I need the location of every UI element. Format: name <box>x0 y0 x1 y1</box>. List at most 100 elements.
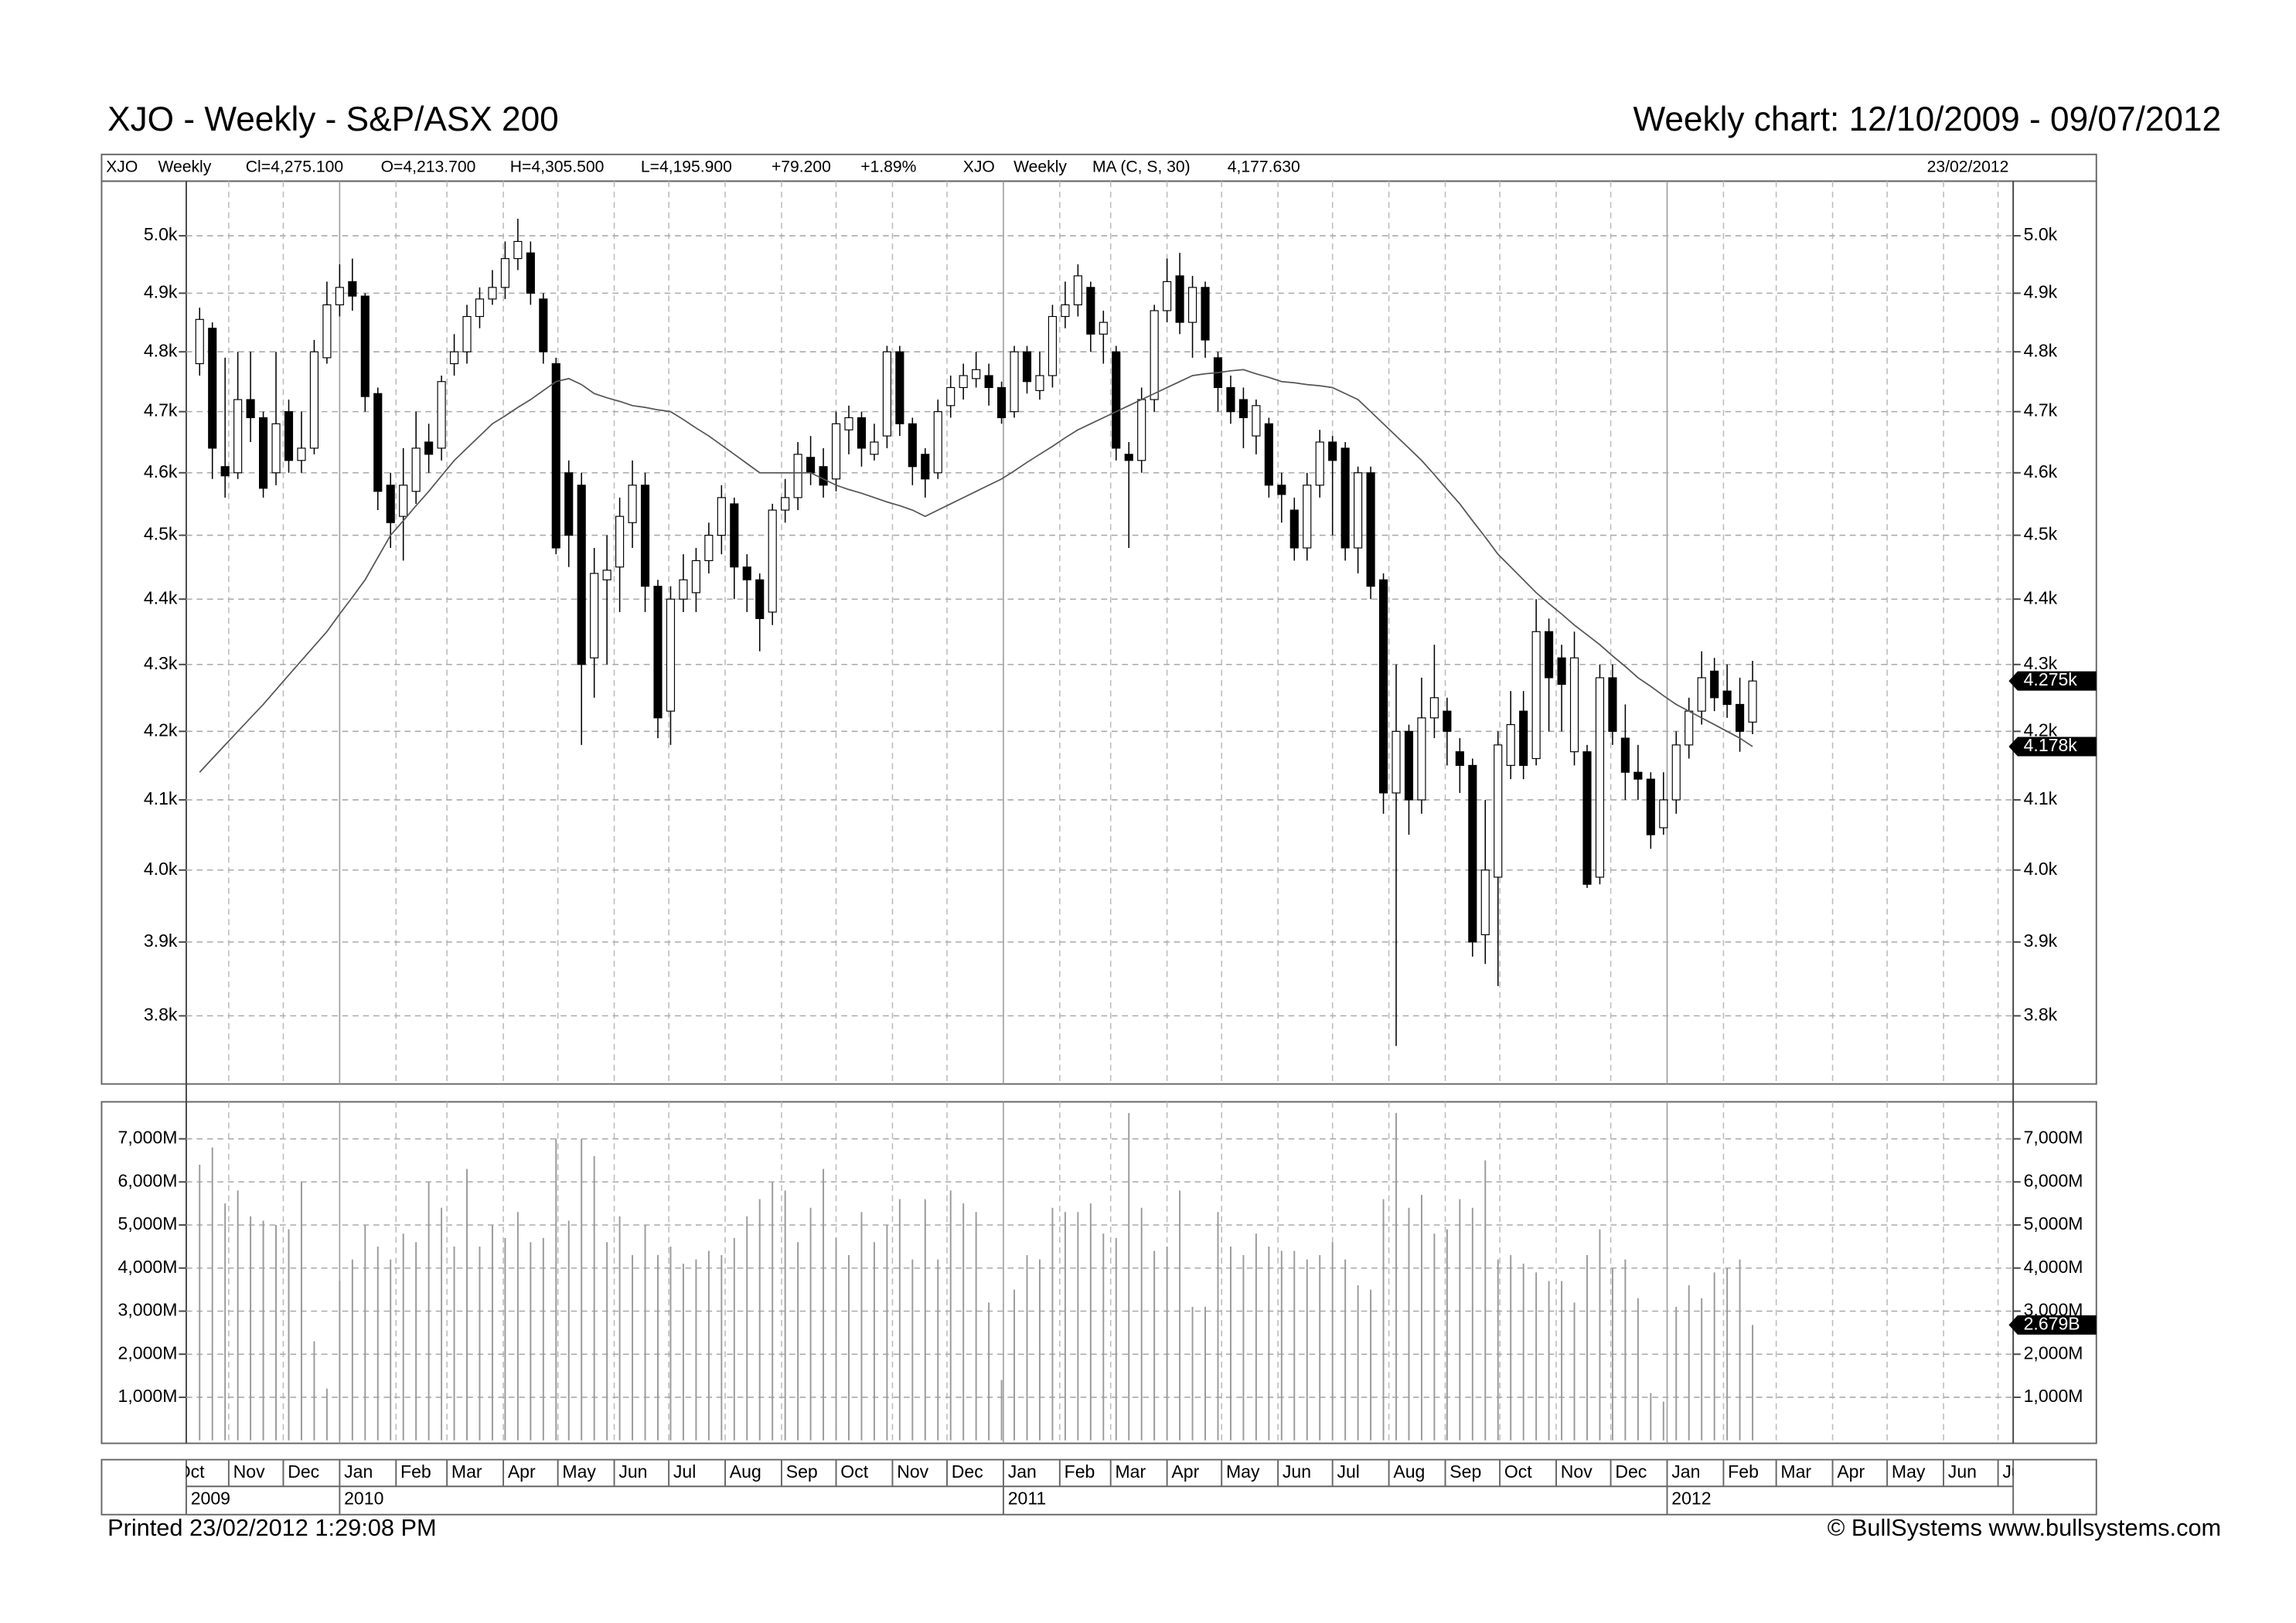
candle-body <box>666 598 676 712</box>
candle-body <box>1671 744 1681 801</box>
y-tick-label: 7,000M <box>2024 1128 2083 1148</box>
candle-body <box>1289 509 1299 549</box>
candle-body <box>577 485 586 665</box>
candle-body <box>997 386 1007 419</box>
month-label: Mar <box>451 1461 482 1482</box>
candle-body <box>806 457 816 474</box>
candle-body <box>1328 441 1337 461</box>
candle-body <box>1748 680 1757 723</box>
y-tick-label: 5,000M <box>2024 1213 2083 1233</box>
candle-body <box>348 281 357 297</box>
candle-body <box>1494 744 1503 878</box>
candle-body <box>1175 275 1184 323</box>
month-label: Feb <box>1728 1461 1759 1482</box>
footer-right: © BullSystems www.bullsystems.com <box>1828 1514 2221 1541</box>
candle-body <box>1443 710 1452 732</box>
month-label: Jul <box>1337 1461 1359 1482</box>
month-label: Aug <box>1393 1461 1425 1482</box>
candle-body <box>793 454 802 498</box>
y-tick-label: 7,000M <box>118 1128 178 1148</box>
candle-body <box>539 298 548 352</box>
y-tick-label: 4.6k <box>2024 461 2058 481</box>
month-label: Oct <box>177 1461 205 1482</box>
y-tick-label: 4.4k <box>2024 587 2058 607</box>
month-label: Dec <box>1615 1461 1647 1482</box>
chart-subtitle: Weekly chart: 12/10/2009 - 09/07/2012 <box>1633 100 2221 138</box>
candle-body <box>895 351 904 424</box>
y-tick-label: 4.6k <box>144 461 178 481</box>
month-label: Mar <box>1780 1461 1811 1482</box>
month-label: Feb <box>400 1461 431 1482</box>
candle-body <box>628 485 637 523</box>
volume-panel <box>100 1101 2097 1444</box>
month-label: Apr <box>508 1461 536 1482</box>
candle-body <box>921 454 930 480</box>
candle-body <box>1315 441 1324 486</box>
y-tick-label: 6,000M <box>118 1170 178 1190</box>
candle-body <box>1633 771 1643 780</box>
candle-body <box>1061 304 1070 318</box>
candle-body <box>271 423 281 474</box>
candle-body <box>870 441 879 455</box>
y-tick-label: 1,000M <box>2024 1386 2083 1406</box>
info-item: +1.89% <box>860 158 916 176</box>
y-tick-label: 1,000M <box>118 1386 178 1406</box>
candle-body <box>1595 677 1605 878</box>
y-tick-label: 4.2k <box>2024 720 2058 740</box>
month-label: Mar <box>1115 1461 1146 1482</box>
y-tick-label: 5,000M <box>118 1213 178 1233</box>
candle-body <box>1378 579 1388 794</box>
value-marker <box>2008 737 2097 757</box>
candle-body <box>1124 454 1133 461</box>
info-item: H=4,305.500 <box>510 158 605 176</box>
info-item: XJO <box>106 158 138 176</box>
y-tick-label: 3.8k <box>2024 1005 2058 1025</box>
candle-body <box>1264 423 1273 486</box>
price-panel <box>100 180 2097 1085</box>
candle-body <box>1354 472 1363 549</box>
y-tick-label: 4.1k <box>2024 788 2058 808</box>
candle-body <box>1277 485 1286 495</box>
candle-body <box>1480 869 1490 936</box>
y-tick-label: 4.1k <box>144 788 178 808</box>
candle-body <box>246 399 255 419</box>
month-label: Nov <box>233 1461 265 1482</box>
candle-body <box>615 515 625 568</box>
month-label: Oct <box>840 1461 868 1482</box>
candle-body <box>933 411 942 474</box>
candle-body <box>1582 751 1592 885</box>
candle-body <box>908 423 917 468</box>
candle-body <box>1417 717 1426 801</box>
candle-body <box>208 328 217 449</box>
candle-body <box>526 252 535 294</box>
candle-body <box>742 567 751 580</box>
candle-body <box>730 503 739 568</box>
candle-body <box>1010 351 1019 413</box>
candle-body <box>449 351 459 365</box>
candle-body <box>946 386 956 407</box>
y-tick-label: 3.9k <box>144 931 178 951</box>
chart-title: XJO - Weekly - S&P/ASX 200 <box>107 100 559 138</box>
candle-body <box>424 441 434 455</box>
year-label: 2012 <box>1671 1489 1711 1509</box>
y-tick-label: 4.0k <box>144 859 178 879</box>
month-label: Aug <box>730 1461 761 1482</box>
candle-body <box>322 304 332 359</box>
candle-body <box>1187 287 1197 323</box>
month-label: Sep <box>1449 1461 1481 1482</box>
y-tick-label: 4.0k <box>2024 859 2058 879</box>
candle-body <box>1238 399 1248 419</box>
candle-body <box>1736 703 1745 732</box>
candle-body <box>1073 275 1082 305</box>
value-marker <box>2008 1315 2097 1335</box>
y-tick-label: 4.8k <box>2024 340 2058 360</box>
month-label: May <box>1226 1461 1260 1482</box>
month-label: Apr <box>1171 1461 1199 1482</box>
candle-body <box>564 472 574 536</box>
candle-body <box>1685 710 1694 746</box>
candle-body <box>475 298 485 318</box>
y-tick-label: 4.5k <box>144 524 178 544</box>
month-label: Oct <box>1504 1461 1532 1482</box>
footer-left: Printed 23/02/2012 1:29:08 PM <box>107 1514 436 1541</box>
